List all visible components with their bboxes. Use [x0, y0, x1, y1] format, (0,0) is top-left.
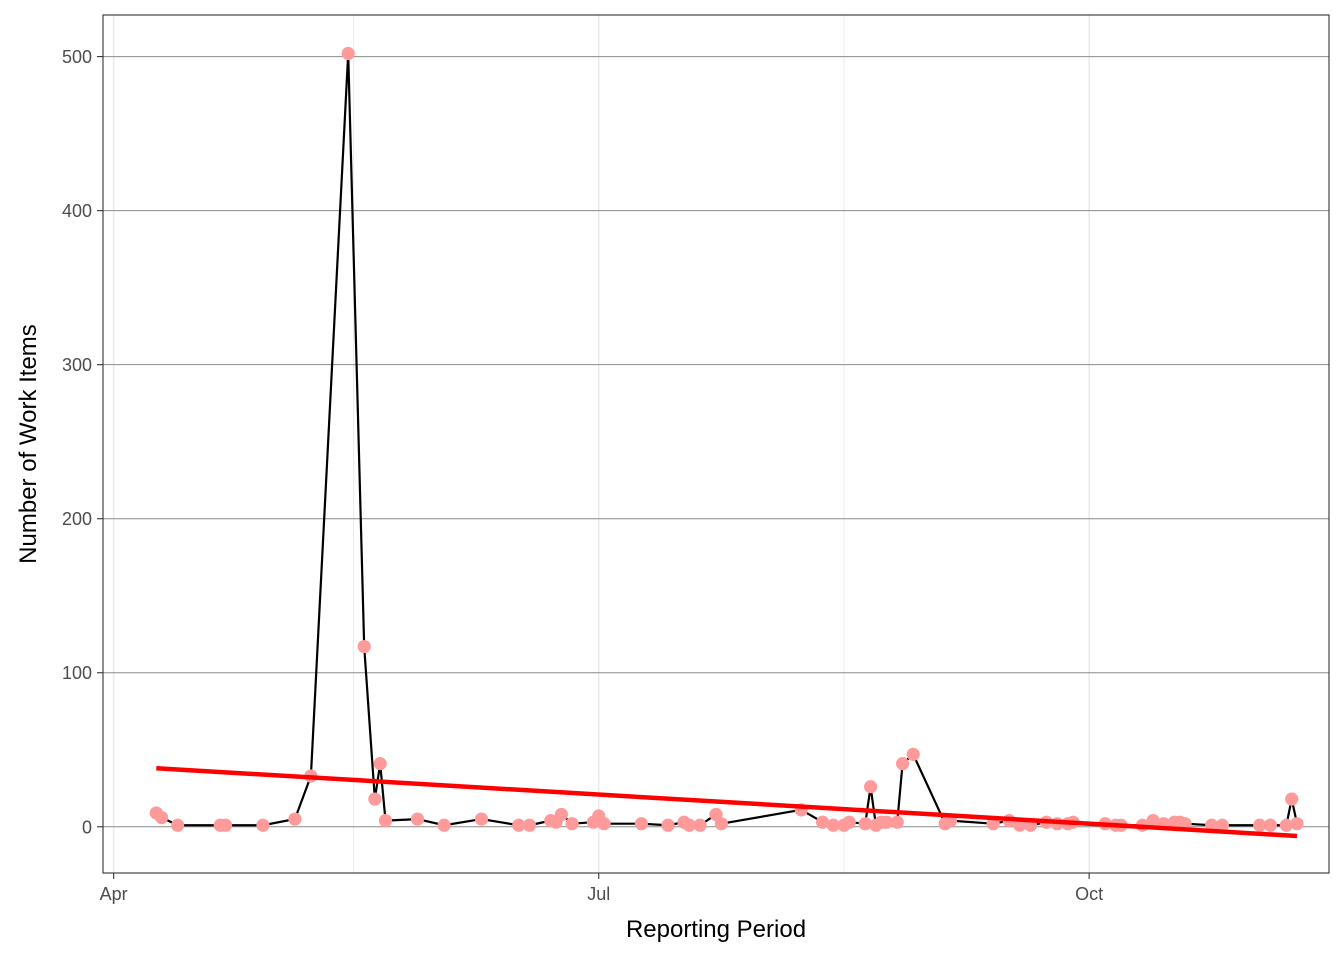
data-point — [155, 810, 169, 825]
data-point — [863, 780, 878, 794]
data-point — [171, 818, 185, 832]
y-tick-label: 100 — [62, 663, 92, 683]
x-axis-title: Reporting Period — [626, 916, 806, 943]
data-point — [219, 818, 233, 832]
x-tick-label: Oct — [1075, 884, 1103, 904]
data-point — [890, 815, 904, 829]
data-point — [816, 815, 830, 829]
data-point — [378, 814, 393, 828]
data-point — [1215, 818, 1229, 832]
y-major-gridlines — [103, 56, 1329, 828]
data-point — [597, 817, 611, 831]
y-tick-label: 0 — [82, 817, 92, 837]
data-point — [714, 817, 728, 831]
data-point — [895, 757, 910, 771]
data-point — [554, 807, 569, 822]
data-point — [879, 815, 894, 829]
y-tick-label: 200 — [62, 509, 92, 529]
data-point — [512, 818, 526, 832]
y-tick-label: 500 — [62, 47, 92, 67]
data-point — [1279, 818, 1293, 832]
data-point — [634, 817, 648, 831]
x-major-gridlines — [112, 15, 1090, 873]
data-point — [858, 817, 872, 831]
data-point — [373, 757, 387, 771]
trend-line — [156, 766, 1298, 839]
x-tick-label: Jul — [587, 884, 610, 904]
data-point — [437, 818, 451, 832]
data-point — [693, 818, 707, 832]
data-point — [1263, 818, 1277, 832]
data-point — [288, 812, 302, 826]
data-point — [522, 818, 537, 832]
y-axis-title: Number of Work Items — [15, 324, 42, 564]
data-point — [661, 818, 675, 832]
data-point — [1290, 817, 1304, 831]
data-point — [826, 818, 840, 832]
data-point — [1146, 814, 1160, 828]
y-tick-label: 300 — [62, 355, 92, 375]
data-point — [341, 46, 355, 61]
data-point — [368, 792, 382, 806]
data-point — [410, 812, 425, 826]
panel-border — [102, 14, 1330, 874]
data-point — [906, 747, 920, 761]
minor-gridlines — [353, 15, 845, 873]
data-point — [1253, 818, 1267, 832]
data-point — [1285, 792, 1299, 806]
data-point — [842, 815, 856, 829]
data-point — [682, 818, 696, 832]
y-tick-label: 400 — [62, 201, 92, 221]
data-point — [256, 818, 270, 832]
x-axis-ticks: Apr Jul Oct — [100, 873, 1103, 904]
data-point — [474, 812, 489, 826]
y-axis-ticks: 0 100 200 300 400 500 — [62, 47, 103, 837]
data-point — [357, 639, 371, 654]
data-points — [149, 46, 1304, 832]
series-line — [155, 52, 1299, 827]
data-point — [565, 817, 579, 831]
x-tick-label: Apr — [100, 884, 128, 904]
